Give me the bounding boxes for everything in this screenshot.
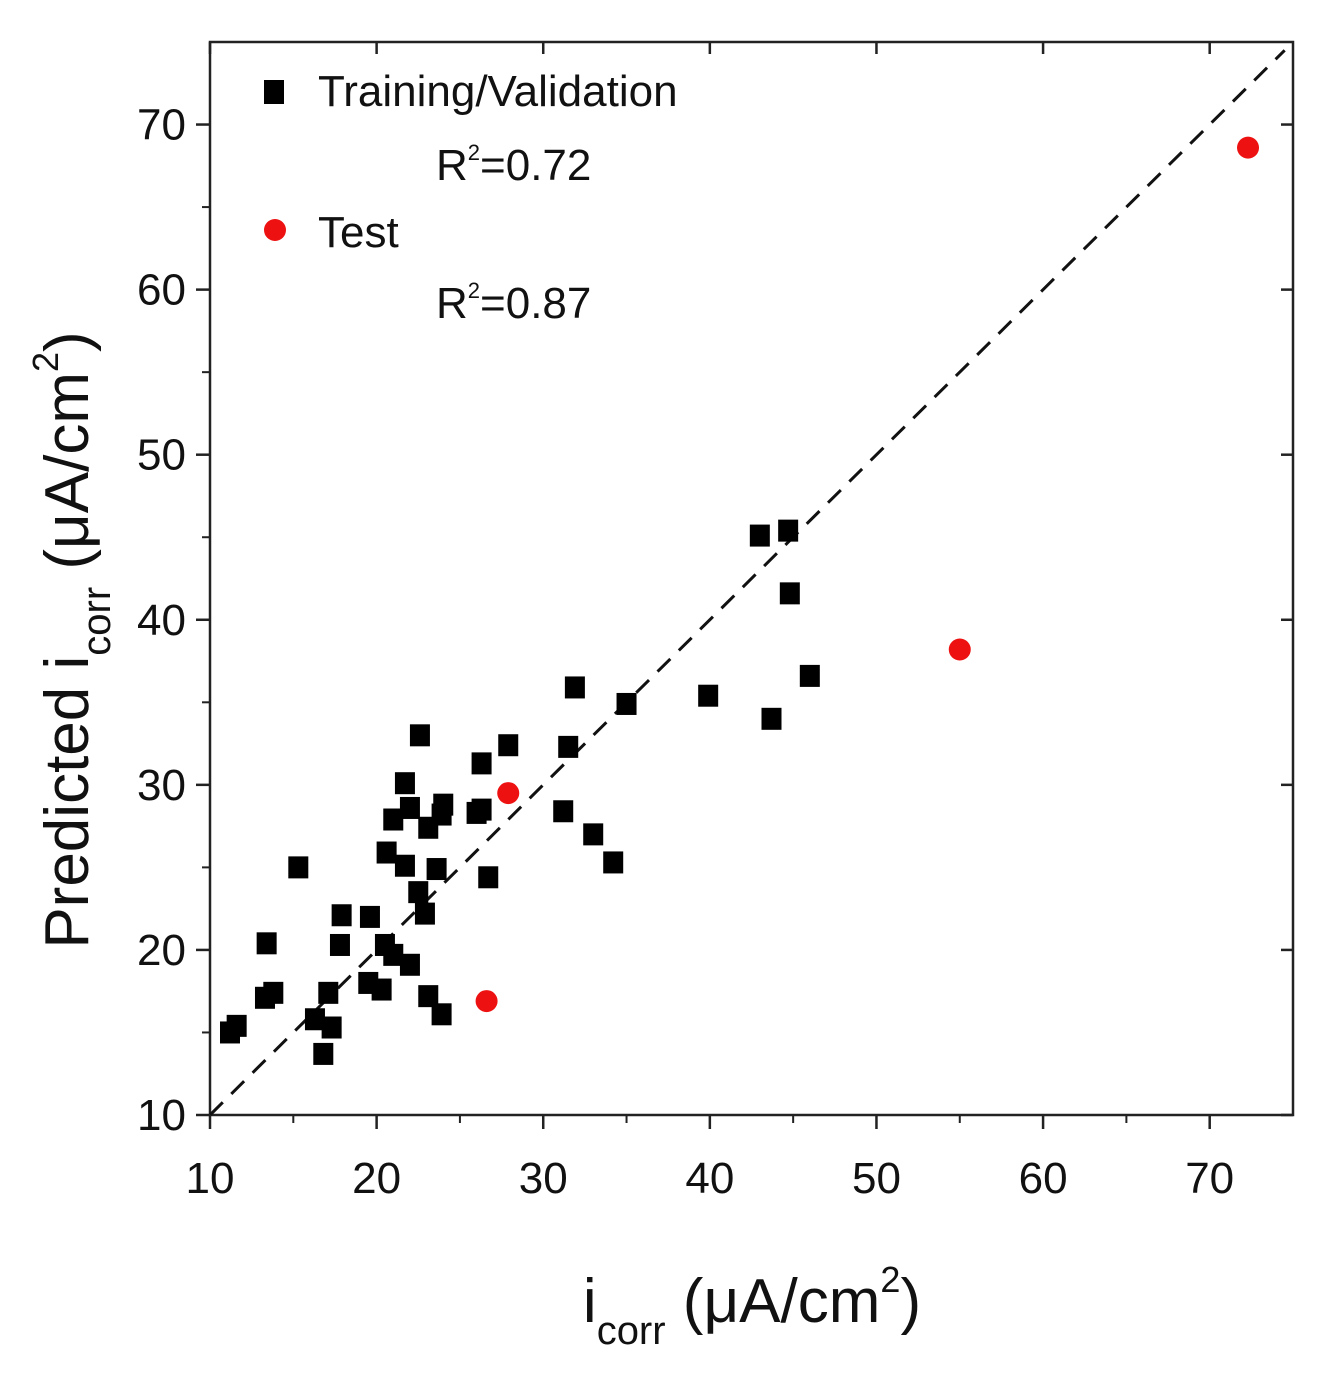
plot-frame <box>208 40 1295 1117</box>
x-tick-label: 50 <box>852 1154 901 1203</box>
x-tick-label: 70 <box>1185 1154 1234 1203</box>
training-validation-point <box>304 1008 325 1031</box>
test-point <box>475 990 498 1013</box>
training-validation-point <box>564 676 585 699</box>
x-axis-title: icorr (μA/cm2) <box>583 1259 921 1353</box>
x-tick-label: 40 <box>685 1154 734 1203</box>
legend-marker-test <box>264 219 286 241</box>
y-tick-label: 10 <box>137 1091 186 1140</box>
training-validation-point <box>394 854 415 877</box>
legend: Training/Validation R2=0.72 Test R2=0.87 <box>264 67 678 328</box>
training-validation-point <box>583 823 604 846</box>
training-validation-point <box>799 664 820 687</box>
y-tick-label: 70 <box>137 101 186 150</box>
training-validation-point <box>371 978 392 1001</box>
training-validation-point <box>288 856 309 879</box>
legend-label-test: Test <box>318 208 399 257</box>
training-validation-point <box>399 953 420 976</box>
training-validation-point <box>409 724 430 747</box>
training-validation-point <box>433 793 454 816</box>
training-validation-point <box>749 524 770 547</box>
training-validation-point <box>603 851 624 874</box>
training-validation-point <box>616 692 637 715</box>
training-validation-point <box>331 904 352 927</box>
training-validation-point <box>321 1016 342 1039</box>
training-validation-point <box>263 981 284 1004</box>
training-validation-point <box>226 1014 247 1037</box>
test-point <box>497 782 520 805</box>
training-validation-point <box>761 707 782 730</box>
training-validation-point <box>698 684 719 707</box>
legend-r2-training: R2=0.72 <box>436 140 591 190</box>
training-validation-point <box>376 841 397 864</box>
training-validation-point <box>553 800 574 823</box>
y-axis-title: Predicted icorr (μA/cm2) <box>25 331 119 948</box>
y-tick-label: 50 <box>137 431 186 480</box>
x-tick-label: 60 <box>1019 1154 1068 1203</box>
x-axis-ticks: 10 20 30 40 50 60 70 <box>186 42 1234 1203</box>
training-validation-point <box>359 905 380 928</box>
legend-label-training: Training/Validation <box>318 67 678 116</box>
training-validation-point <box>478 866 499 889</box>
training-validation-point <box>408 881 429 904</box>
training-validation-point <box>256 932 277 955</box>
training-validation-point <box>471 752 492 775</box>
training-validation-point <box>431 1003 452 1026</box>
test-point <box>948 638 971 661</box>
y-axis-ticks: 10 20 30 40 50 60 70 <box>137 101 1293 1140</box>
training-validation-point <box>329 933 350 956</box>
training-validation-point <box>426 858 447 881</box>
y-tick-label: 60 <box>137 266 186 315</box>
training-validation-point <box>394 772 415 795</box>
training-validation-points <box>219 519 820 1065</box>
training-validation-point <box>313 1042 334 1065</box>
x-tick-label: 30 <box>519 1154 568 1203</box>
training-validation-point <box>471 798 492 821</box>
training-validation-point <box>383 943 404 966</box>
training-validation-point <box>498 734 519 757</box>
y-tick-label: 40 <box>137 596 186 645</box>
test-point <box>1237 136 1260 159</box>
legend-r2-test: R2=0.87 <box>436 278 591 328</box>
training-validation-point <box>383 808 404 831</box>
x-tick-label: 20 <box>352 1154 401 1203</box>
test-points <box>475 136 1260 1013</box>
legend-marker-training <box>264 80 284 104</box>
training-validation-point <box>414 902 435 925</box>
training-validation-point <box>418 985 439 1008</box>
training-validation-point <box>399 796 420 819</box>
x-tick-label: 10 <box>186 1154 235 1203</box>
training-validation-point <box>778 519 799 542</box>
y-tick-label: 30 <box>137 761 186 810</box>
training-validation-point <box>558 735 579 758</box>
training-validation-point <box>318 981 339 1004</box>
y-tick-label: 20 <box>137 926 186 975</box>
training-validation-point <box>779 582 800 605</box>
